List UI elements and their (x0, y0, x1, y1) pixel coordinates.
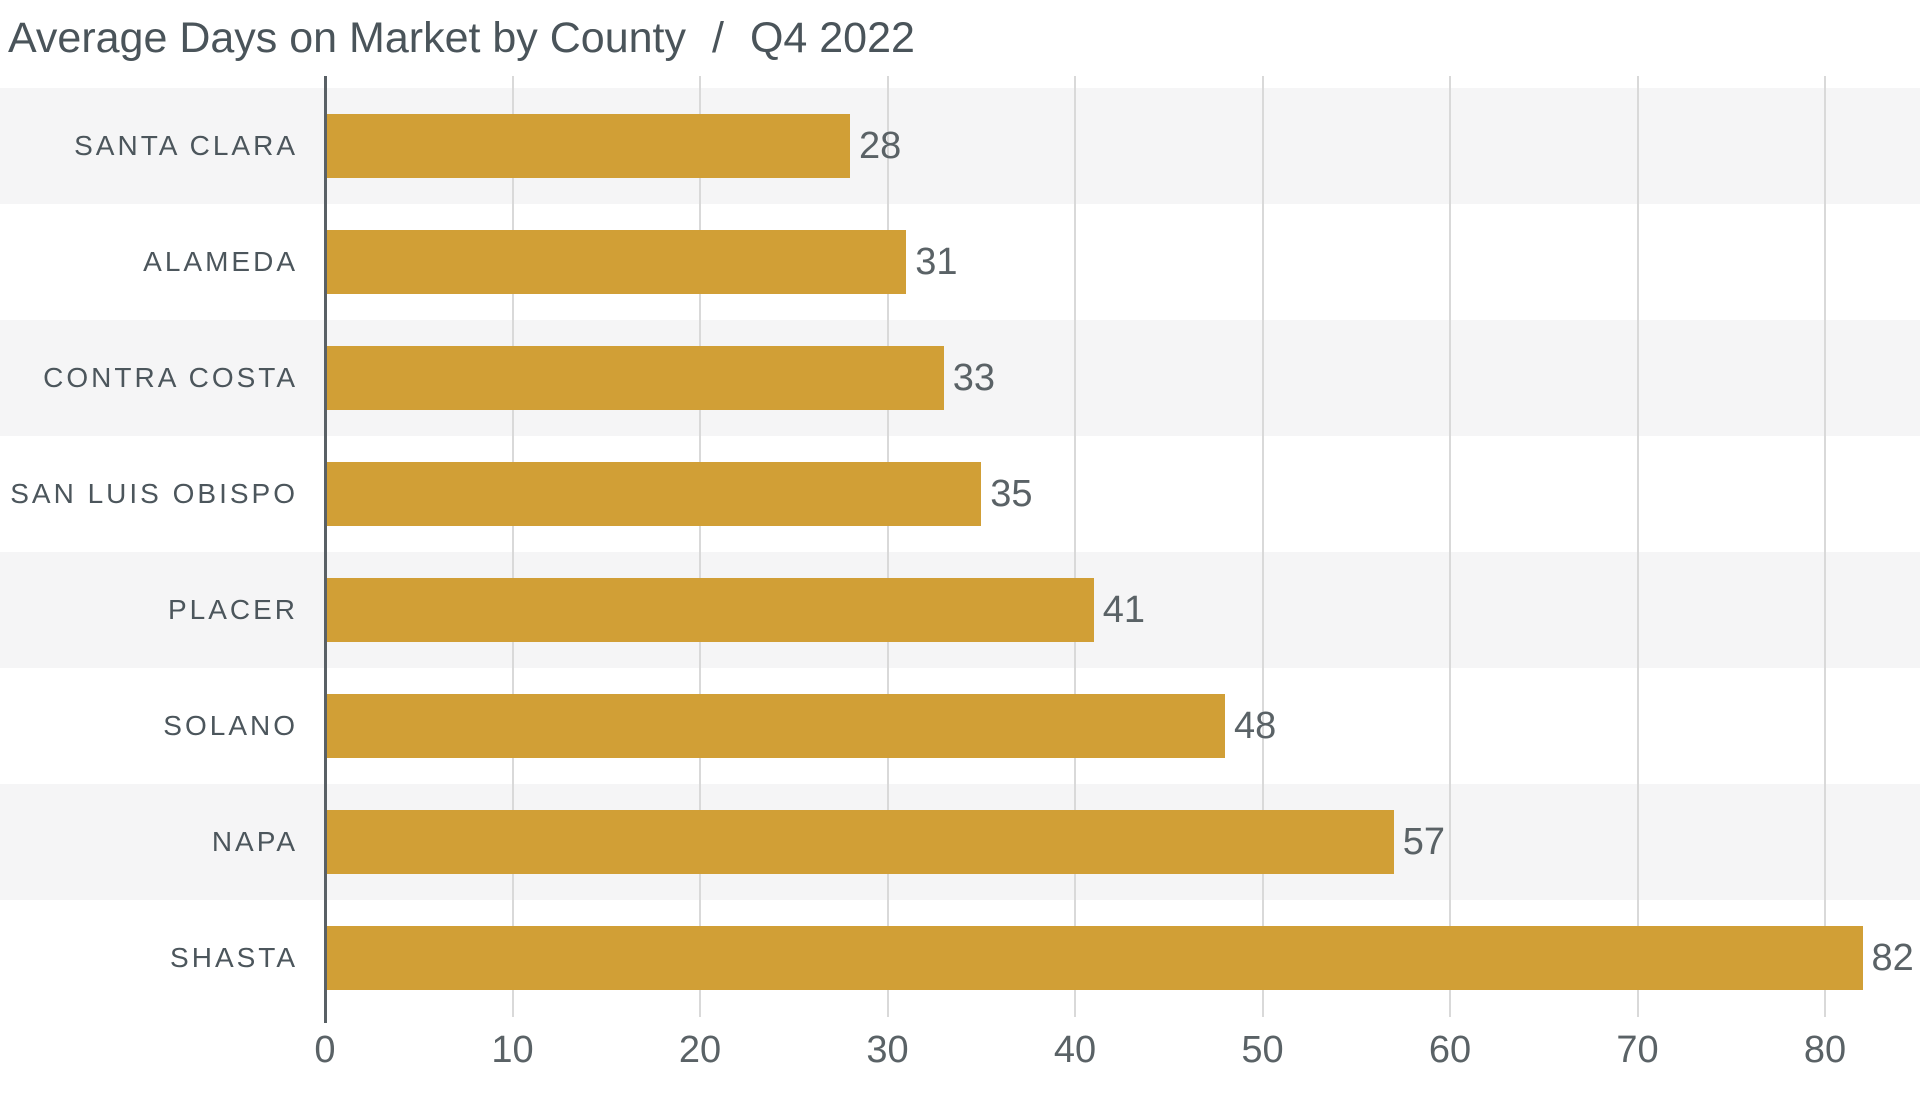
category-label: SAN LUIS OBISPO (10, 478, 298, 509)
x-tick-label: 50 (1241, 1029, 1284, 1071)
x-tick-label: 60 (1428, 1029, 1472, 1071)
x-tick-label: 20 (678, 1029, 722, 1071)
gridline (1074, 76, 1076, 1017)
category-label: CONTRA COSTA (43, 362, 298, 393)
gridline (1449, 76, 1451, 1017)
gridline (886, 76, 889, 1017)
value-label: 48 (1234, 704, 1277, 747)
bar (327, 230, 907, 294)
row-band (0, 320, 1920, 436)
x-tick-label: 70 (1616, 1029, 1659, 1071)
value-label: 33 (952, 356, 996, 399)
value-label: 41 (1102, 588, 1146, 631)
chart-title-period: Q4 2022 (749, 14, 915, 62)
row-band (0, 204, 1920, 320)
bar (327, 114, 850, 178)
bar (327, 462, 982, 526)
value-label: 82 (1871, 936, 1914, 979)
gridline (699, 76, 701, 1017)
value-label: 31 (915, 240, 958, 283)
x-tick-label: 80 (1803, 1029, 1847, 1071)
axis-line (323, 76, 327, 1023)
chart-title-separator: / (712, 14, 724, 62)
gridline (511, 76, 514, 1017)
value-label: 28 (859, 124, 902, 167)
bar (327, 578, 1094, 642)
bar (327, 694, 1225, 758)
category-label: SANTA CLARA (74, 130, 298, 161)
bar (327, 926, 1863, 990)
row-band (0, 88, 1920, 204)
category-label: SOLANO (163, 710, 298, 741)
x-tick-label: 40 (1053, 1029, 1097, 1071)
gridline (1261, 76, 1264, 1017)
category-label: ALAMEDA (143, 246, 298, 277)
value-label: 35 (990, 472, 1033, 515)
x-tick-label: 0 (314, 1029, 336, 1071)
chart-title: Average Days on Market by County / Q4 2022 (8, 16, 915, 60)
gridline (1636, 76, 1639, 1017)
category-label: PLACER (167, 594, 298, 625)
gridline (1824, 76, 1826, 1017)
value-label: 57 (1402, 820, 1446, 863)
chart-title-text: Average Days on Market by County (8, 14, 686, 62)
category-label: NAPA (211, 826, 298, 857)
x-tick-label: 10 (491, 1029, 534, 1071)
bar (327, 810, 1394, 874)
category-label: SHASTA (170, 942, 298, 973)
x-tick-label: 30 (866, 1029, 909, 1071)
bar (327, 346, 944, 410)
